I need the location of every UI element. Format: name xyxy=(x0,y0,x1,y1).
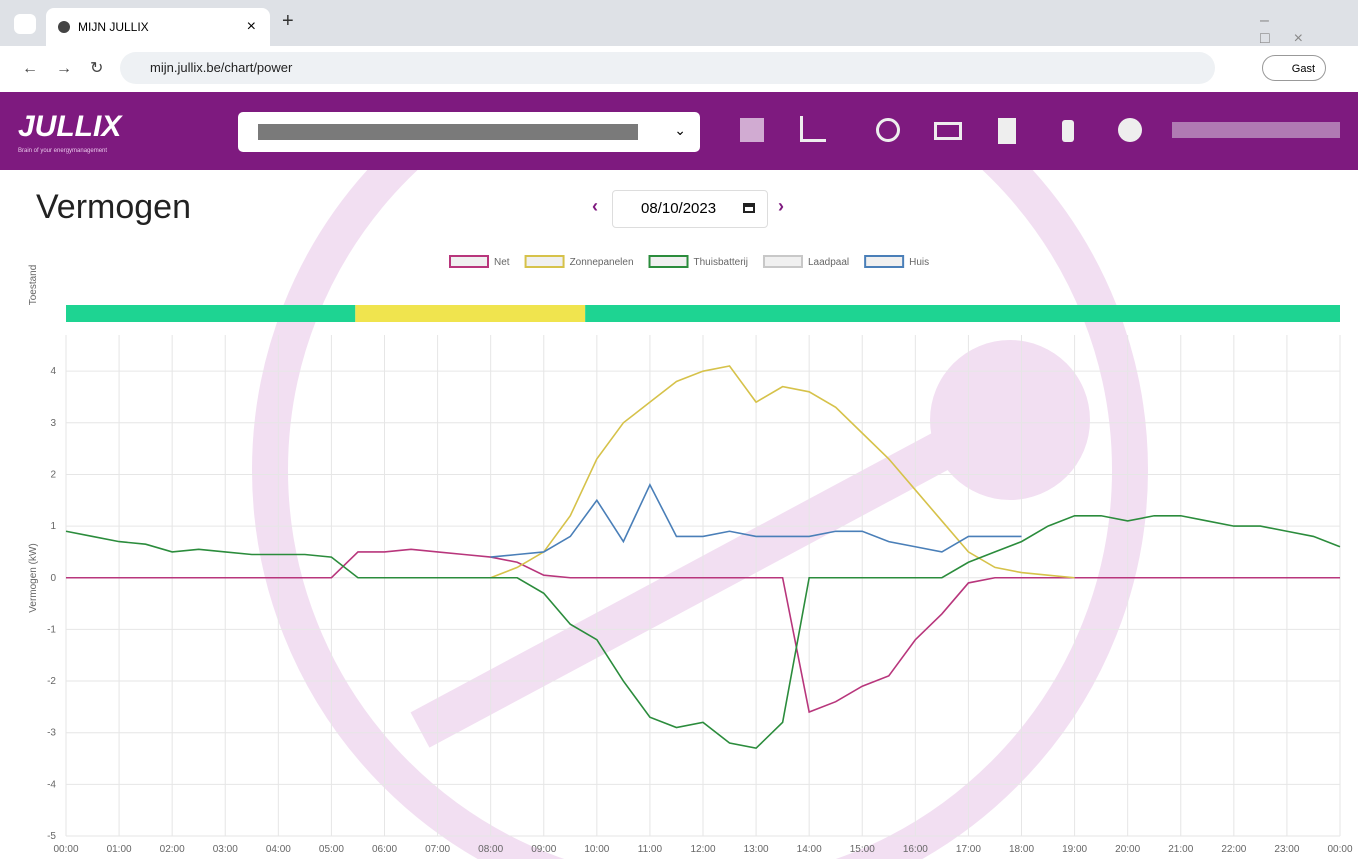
series-line xyxy=(491,366,1075,578)
brain-icon[interactable] xyxy=(876,118,900,142)
y-tick-label: 2 xyxy=(50,469,56,480)
x-tick-label: 13:00 xyxy=(744,844,769,855)
new-tab[interactable]: + xyxy=(282,10,294,33)
chart-icon[interactable] xyxy=(800,116,826,142)
x-tick-label: 07:00 xyxy=(425,844,450,855)
url-field[interactable]: mijn.jullix.be/chart/power xyxy=(120,52,1215,84)
tab-menu[interactable] xyxy=(14,14,36,34)
status-segment xyxy=(585,305,1340,322)
select-caret: ⌄ xyxy=(674,122,686,139)
x-tick-label: 22:00 xyxy=(1221,844,1246,855)
legend-swatch xyxy=(650,256,688,267)
x-tick-label: 04:00 xyxy=(266,844,291,855)
legend-swatch xyxy=(450,256,488,267)
page: MIJN JULLIX × + –□× ←→↻ mijn.jullix.be/c… xyxy=(0,0,1358,859)
legend-label: Huis xyxy=(909,257,929,268)
y-tick-label: 4 xyxy=(50,366,56,377)
y-tick-label: 0 xyxy=(50,573,56,584)
settings-icon[interactable] xyxy=(1118,118,1142,142)
tab-bar: MIJN JULLIX × + –□× xyxy=(0,0,1358,46)
redacted-text xyxy=(258,124,638,140)
tab[interactable]: MIJN JULLIX × xyxy=(46,8,270,46)
x-tick-label: 23:00 xyxy=(1274,844,1299,855)
user-menu[interactable] xyxy=(1172,122,1340,138)
x-tick-label: 01:00 xyxy=(107,844,132,855)
y-tick-label: -3 xyxy=(47,728,56,739)
profile-button[interactable]: Gast xyxy=(1262,55,1326,81)
x-tick-label: 08:00 xyxy=(478,844,503,855)
y-tick-label: 1 xyxy=(50,521,56,532)
x-tick-label: 02:00 xyxy=(160,844,185,855)
legend-label: Thuisbatterij xyxy=(694,257,748,268)
legend-label: Laadpaal xyxy=(808,257,849,268)
logo[interactable]: JULLIX xyxy=(18,110,121,144)
status-label: Toestand xyxy=(28,265,39,306)
app-header: JULLIX Brain of your energymanagement ⌄ xyxy=(0,92,1358,170)
legend-swatch xyxy=(764,256,802,267)
chart: Toestand Vermogen (kW) -5 -4 -3 -2 -1 0 1 2 3 4 00… xyxy=(0,170,1358,859)
y-tick-label: -5 xyxy=(47,831,56,842)
legend-label: Zonnepanelen xyxy=(570,257,634,268)
status-segment xyxy=(355,305,585,322)
url: mijn.jullix.be/chart/power xyxy=(150,52,292,84)
tab-icon xyxy=(58,21,70,33)
address-row: ←→↻ mijn.jullix.be/chart/power Gast xyxy=(0,46,1358,93)
legend-label: Net xyxy=(494,257,510,268)
x-tick-label: 20:00 xyxy=(1115,844,1140,855)
legend-swatch xyxy=(526,256,564,267)
legend-swatch xyxy=(865,256,903,267)
x-tick-label: 16:00 xyxy=(903,844,928,855)
nav-buttons[interactable]: ←→↻ xyxy=(22,58,121,78)
tab-close[interactable]: × xyxy=(247,8,256,46)
x-tick-label: 09:00 xyxy=(531,844,556,855)
plug-icon[interactable] xyxy=(1062,120,1074,142)
y-tick-label: -2 xyxy=(47,676,56,687)
x-tick-label: 21:00 xyxy=(1168,844,1193,855)
x-tick-label: 00:00 xyxy=(53,844,78,855)
installation-select[interactable]: ⌄ xyxy=(238,112,700,152)
tagline: Brain of your energymanagement xyxy=(18,148,107,154)
y-tick-label: -4 xyxy=(47,779,56,790)
x-tick-label: 14:00 xyxy=(797,844,822,855)
x-tick-label: 06:00 xyxy=(372,844,397,855)
status-segment xyxy=(66,305,355,322)
profile-name: Gast xyxy=(1292,63,1315,75)
tab-title: MIJN JULLIX xyxy=(78,8,149,46)
money-icon[interactable] xyxy=(934,122,962,140)
dashboard-icon[interactable] xyxy=(740,118,764,142)
x-tick-label: 00:00 xyxy=(1327,844,1352,855)
x-tick-label: 19:00 xyxy=(1062,844,1087,855)
y-tick-label: -1 xyxy=(47,624,56,635)
x-tick-label: 18:00 xyxy=(1009,844,1034,855)
window-controls[interactable]: –□× xyxy=(1260,12,1358,48)
x-tick-label: 05:00 xyxy=(319,844,344,855)
y-axis-label: Vermogen (kW) xyxy=(28,543,39,612)
x-tick-label: 03:00 xyxy=(213,844,238,855)
x-tick-label: 11:00 xyxy=(638,844,663,855)
charger-icon[interactable] xyxy=(998,118,1016,144)
x-tick-label: 15:00 xyxy=(850,844,875,855)
x-tick-label: 12:00 xyxy=(690,844,715,855)
y-tick-label: 3 xyxy=(50,418,56,429)
x-tick-label: 10:00 xyxy=(584,844,609,855)
x-tick-label: 17:00 xyxy=(956,844,981,855)
